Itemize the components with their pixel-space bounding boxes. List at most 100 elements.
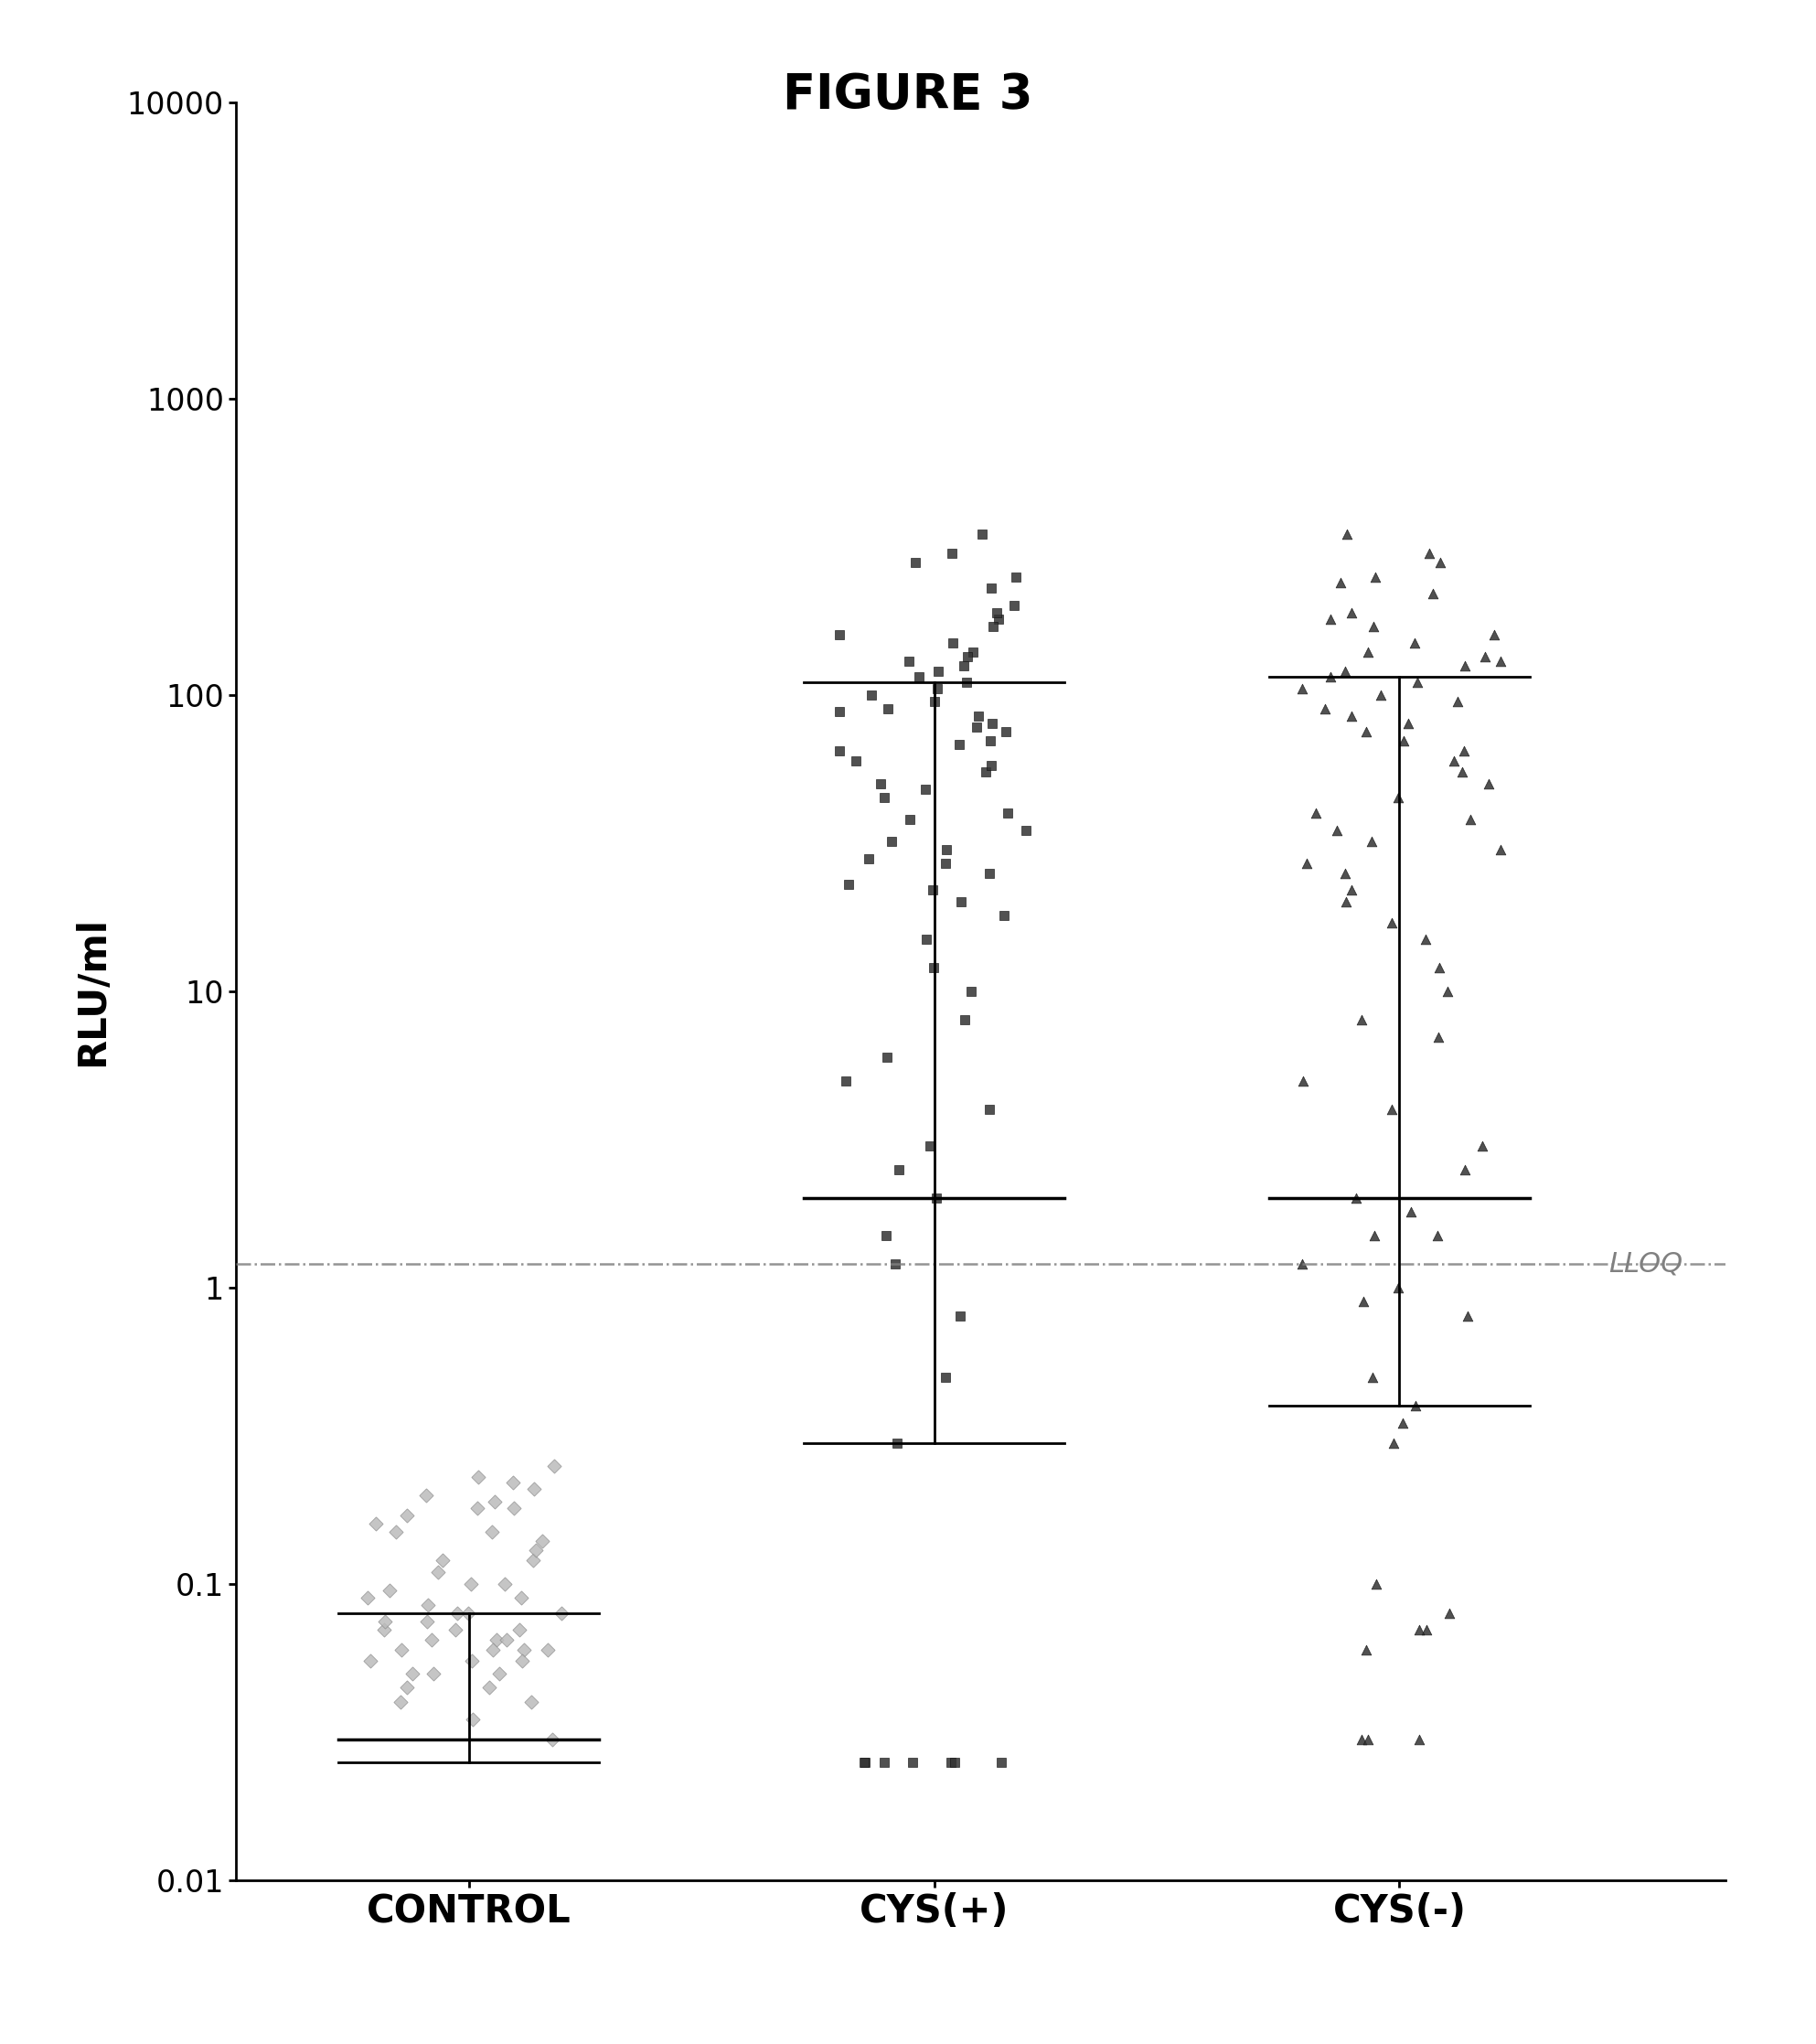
Point	[1347, 1004, 1377, 1036]
Point	[510, 1633, 539, 1666]
Point	[423, 1555, 452, 1588]
Point	[1467, 1130, 1496, 1163]
Point	[476, 1670, 505, 1703]
Point	[937, 1746, 966, 1778]
Point	[984, 603, 1013, 636]
Point	[1366, 679, 1395, 711]
Point	[361, 1506, 390, 1539]
Point	[458, 1645, 487, 1678]
Point	[398, 1658, 427, 1690]
Point	[992, 715, 1021, 748]
Point	[1353, 636, 1382, 668]
Point	[376, 1574, 405, 1607]
Point	[392, 1500, 421, 1533]
Point	[870, 1746, 899, 1778]
Point	[498, 1466, 527, 1498]
Point	[975, 724, 1004, 756]
Point	[982, 597, 1012, 630]
Point	[1001, 560, 1030, 593]
Point	[1418, 576, 1447, 609]
Point	[939, 1746, 968, 1778]
Point	[519, 1472, 548, 1504]
Point	[1322, 814, 1351, 846]
Point	[539, 1449, 568, 1482]
Point	[824, 617, 854, 650]
Point	[1426, 546, 1455, 578]
Point	[507, 1645, 536, 1678]
Point	[1377, 1094, 1406, 1126]
Point	[977, 707, 1006, 740]
Point	[872, 1040, 901, 1073]
Point	[904, 660, 933, 693]
Point	[912, 922, 941, 955]
Point	[990, 899, 1019, 932]
Point	[1480, 617, 1509, 650]
Point	[895, 803, 924, 836]
Point	[352, 1582, 381, 1615]
Point	[1387, 1406, 1416, 1439]
Point	[937, 538, 966, 570]
Y-axis label: RLU/ml: RLU/ml	[73, 916, 111, 1067]
Text: FIGURE 3: FIGURE 3	[783, 72, 1033, 119]
Point	[1447, 756, 1476, 789]
Text: LLOQ: LLOQ	[1609, 1251, 1683, 1278]
Point	[370, 1605, 400, 1637]
Point	[883, 1427, 912, 1459]
Point	[1384, 781, 1413, 814]
Point	[872, 1218, 901, 1251]
Point	[387, 1633, 416, 1666]
Point	[479, 1486, 508, 1519]
Point	[1317, 660, 1346, 693]
Point	[850, 1746, 879, 1778]
Point	[1342, 1181, 1371, 1214]
Point	[950, 650, 979, 683]
Point	[1337, 699, 1366, 732]
Point	[1413, 1613, 1442, 1645]
Point	[1357, 826, 1386, 858]
Point	[1337, 873, 1366, 905]
Point	[1451, 1153, 1480, 1186]
Point	[1347, 1723, 1377, 1756]
Point	[986, 1746, 1015, 1778]
Point	[946, 1300, 975, 1333]
Point	[881, 1249, 910, 1282]
Point	[1326, 566, 1355, 599]
Point	[1397, 1196, 1426, 1228]
Point	[1451, 650, 1480, 683]
Point	[1358, 1361, 1387, 1394]
Point	[1293, 846, 1322, 879]
Point	[518, 1545, 547, 1578]
Point	[944, 728, 973, 760]
Point	[454, 1596, 483, 1629]
Point	[919, 873, 948, 905]
Point	[1317, 603, 1346, 636]
Point	[518, 1686, 547, 1719]
Point	[429, 1545, 458, 1578]
Point	[939, 625, 968, 658]
Point	[1384, 1271, 1413, 1304]
Point	[1380, 1427, 1409, 1459]
Point	[1433, 975, 1462, 1008]
Point	[478, 1515, 507, 1547]
Point	[463, 1461, 492, 1494]
Point	[456, 1568, 485, 1600]
Point	[1395, 707, 1424, 740]
Point	[381, 1515, 410, 1547]
Point	[977, 572, 1006, 605]
Point	[850, 1746, 879, 1778]
Point	[412, 1478, 441, 1511]
Point	[1331, 856, 1360, 889]
Point	[921, 685, 950, 717]
Point	[824, 734, 854, 766]
Point	[1311, 693, 1340, 726]
Point	[950, 1004, 979, 1036]
Point	[499, 1492, 528, 1525]
Point	[538, 1723, 567, 1756]
Point	[1415, 538, 1444, 570]
Point	[1444, 685, 1473, 717]
Point	[1012, 814, 1041, 846]
Point	[959, 636, 988, 668]
Point	[975, 856, 1004, 889]
Point	[385, 1686, 414, 1719]
Point	[1411, 922, 1440, 955]
